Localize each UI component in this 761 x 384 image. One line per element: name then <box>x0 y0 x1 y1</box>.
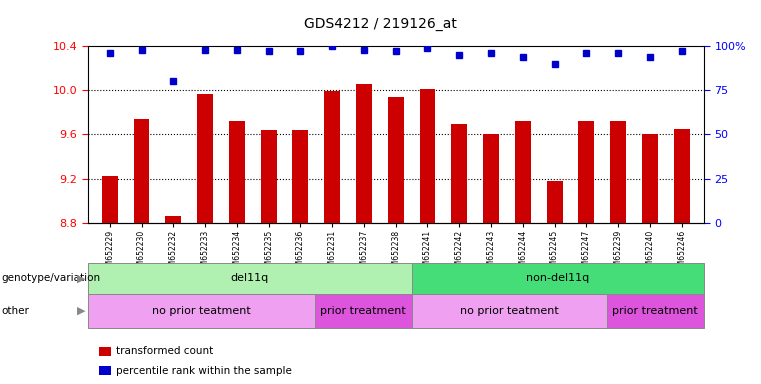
Bar <box>292 130 308 223</box>
Bar <box>102 176 118 223</box>
Bar <box>610 121 626 223</box>
Bar <box>88 263 412 294</box>
Text: percentile rank within the sample: percentile rank within the sample <box>116 366 291 376</box>
Bar <box>356 84 372 223</box>
Bar <box>673 129 689 223</box>
Text: ▶: ▶ <box>77 306 85 316</box>
Text: no prior teatment: no prior teatment <box>460 306 559 316</box>
Text: other: other <box>2 306 30 316</box>
Text: no prior teatment: no prior teatment <box>151 306 250 316</box>
Bar <box>324 91 340 223</box>
Bar <box>388 97 403 223</box>
Bar <box>261 130 276 223</box>
Bar <box>483 134 499 223</box>
Bar <box>642 134 658 223</box>
Bar <box>419 89 435 223</box>
Bar <box>578 121 594 223</box>
Text: transformed count: transformed count <box>116 346 213 356</box>
Bar <box>515 121 530 223</box>
Text: genotype/variation: genotype/variation <box>2 273 100 283</box>
Bar <box>412 263 704 294</box>
Text: non-del11q: non-del11q <box>527 273 590 283</box>
Text: prior treatment: prior treatment <box>613 306 698 316</box>
Bar <box>134 119 149 223</box>
Bar <box>314 294 412 328</box>
Text: prior treatment: prior treatment <box>320 306 406 316</box>
Bar <box>412 294 607 328</box>
Bar <box>607 294 704 328</box>
Bar <box>197 94 213 223</box>
Bar <box>546 181 562 223</box>
Bar <box>88 294 314 328</box>
Text: GDS4212 / 219126_at: GDS4212 / 219126_at <box>304 17 457 31</box>
Text: del11q: del11q <box>231 273 269 283</box>
Bar <box>229 121 245 223</box>
Text: ▶: ▶ <box>77 273 85 283</box>
Bar <box>451 124 467 223</box>
Bar <box>165 216 181 223</box>
